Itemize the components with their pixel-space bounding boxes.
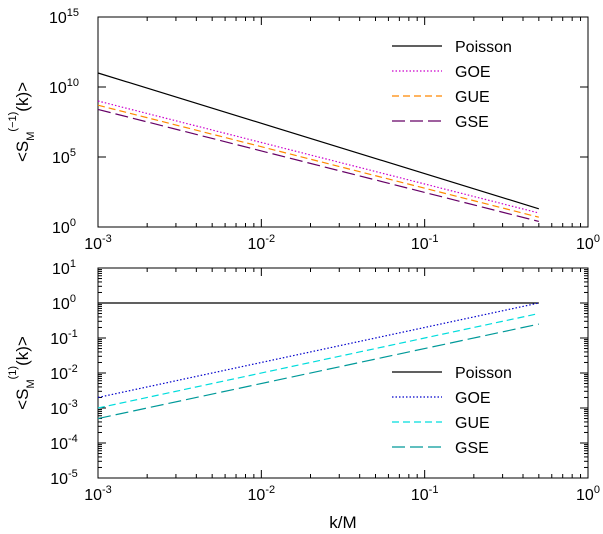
- x-tick-label: 10-3: [84, 484, 112, 504]
- y-axis-label: <SM(−1)(k)>: [7, 82, 37, 162]
- chart-panel-2: 10-3 10-2 10-1 100 10-5 10-4 10-3 10-2 10-1 100 10…: [7, 258, 600, 532]
- plot-frame: [97, 16, 589, 228]
- y-tick-label: 10-5: [50, 468, 78, 488]
- series-line-goe: [97, 302, 539, 399]
- x-tick-label: 10-3: [84, 233, 112, 253]
- x-tick-label: 100: [576, 484, 600, 504]
- y-tick-label: 1010: [49, 77, 79, 97]
- y-tick-label: 10-3: [50, 398, 78, 418]
- x-tick-label: 10-1: [411, 484, 439, 504]
- y-tick-label: 1015: [49, 7, 79, 27]
- y-tick-label: 105: [52, 147, 76, 167]
- x-tick-label: 100: [576, 233, 600, 253]
- series-line-gue: [97, 104, 539, 218]
- y-tick-label: 100: [52, 293, 76, 313]
- x-tick-label: 10-2: [248, 233, 276, 253]
- plot-frame: [97, 267, 589, 479]
- legend-label-gse: GSE: [455, 440, 489, 457]
- series-line-gse: [97, 108, 539, 223]
- y-tick-label: 10-2: [50, 363, 78, 383]
- x-tick-label: 10-2: [248, 484, 276, 504]
- y-tick-label: 100: [52, 217, 76, 237]
- y-tick-label: 10-4: [50, 433, 78, 453]
- series-line-gue: [97, 312, 539, 409]
- legend-label-poisson: Poisson: [455, 365, 512, 382]
- legend-label-goe: GOE: [455, 64, 491, 81]
- legend-label-goe: GOE: [455, 390, 491, 407]
- series-line-goe: [97, 100, 539, 214]
- legend-label-gue: GUE: [455, 415, 490, 432]
- legend-label-gse: GSE: [455, 114, 489, 131]
- series-line-poisson: [97, 72, 540, 210]
- legend-label-poisson: Poisson: [455, 39, 512, 56]
- chart-panel-1: 10-3 10-2 10-1 100 100 105 1010 1015 Poisson GOE G…: [7, 7, 600, 253]
- legend-label-gue: GUE: [455, 89, 490, 106]
- x-axis-label: k/M: [329, 513, 356, 532]
- x-tick-label: 10-1: [411, 233, 439, 253]
- y-axis-label: <SM(1)(k)>: [7, 336, 37, 410]
- y-tick-label: 101: [52, 258, 76, 278]
- y-tick-label: 10-1: [50, 328, 78, 348]
- series-line-gse: [97, 323, 539, 420]
